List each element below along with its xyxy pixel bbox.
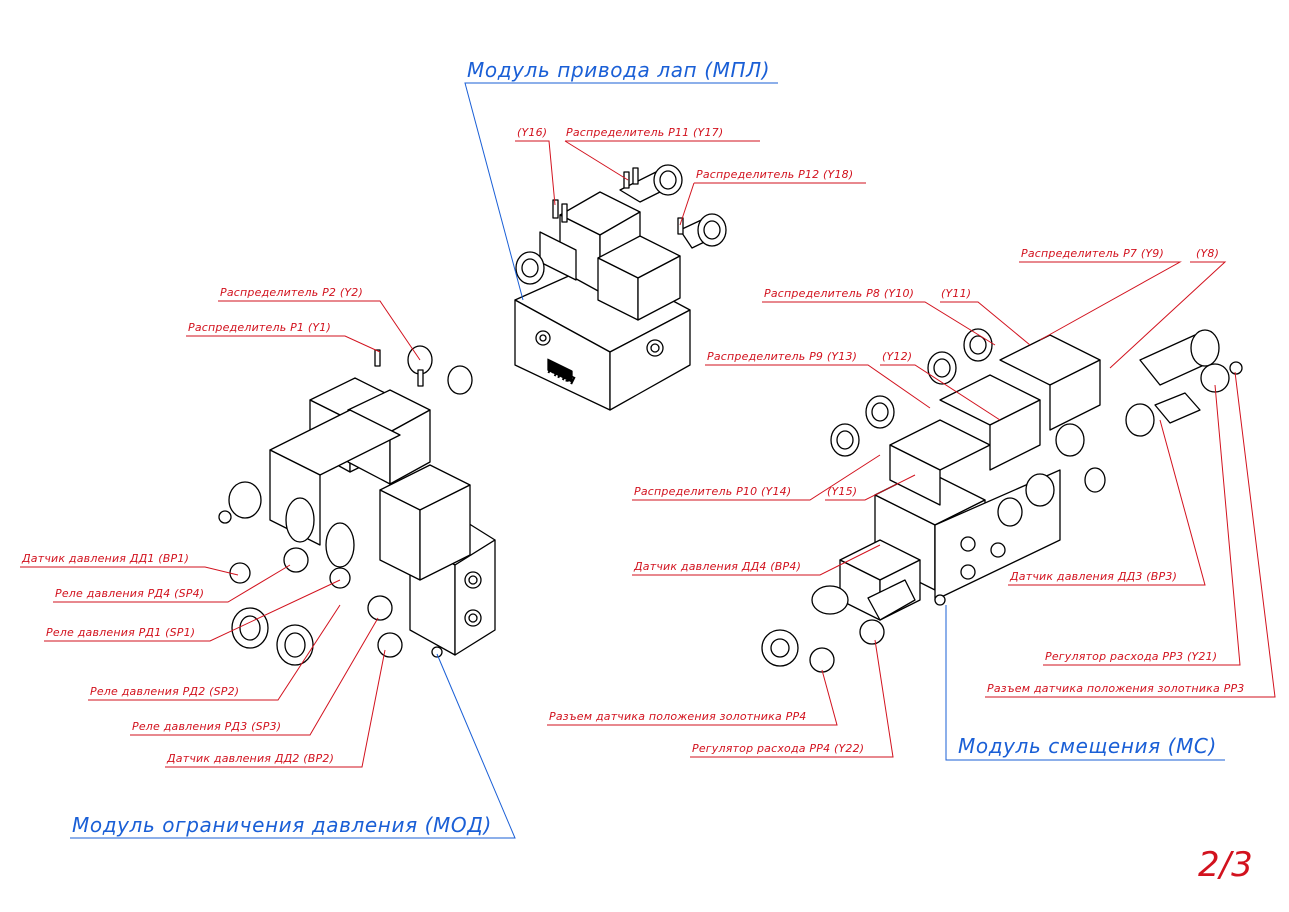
- mod-title: Модуль ограничения давления (МОД): [72, 813, 492, 837]
- page-number: 2/3: [1198, 845, 1253, 885]
- mpl-title-underline: [464, 82, 778, 301]
- label-p11: Распределитель Р11 (Y17): [566, 126, 724, 139]
- label-p7: Распределитель Р7 (Y9): [1021, 247, 1164, 260]
- label-rd3: Реле давления РД3 (SP3): [132, 720, 282, 733]
- label-rr4: Регулятор расхода РР4 (Y22): [692, 742, 865, 755]
- ms-module-drawing: [761, 328, 1243, 673]
- label-dd2: Датчик давления ДД2 (ВР2): [167, 752, 335, 765]
- label-y12: (Y12): [882, 350, 913, 363]
- label-rr3: Регулятор расхода РР3 (Y21): [1045, 650, 1218, 663]
- ms-title-underline: [945, 605, 1225, 761]
- mpl-module-drawing: [514, 164, 727, 411]
- mpl-title: Модуль привода лап (МПЛ): [467, 58, 771, 82]
- label-p10: Распределитель Р10 (Y14): [634, 485, 792, 498]
- title-leaders: [70, 82, 1225, 839]
- label-rd2: Реле давления РД2 (SP2): [90, 685, 240, 698]
- label-dd1: Датчик давления ДД1 (ВР1): [22, 552, 190, 565]
- label-p8: Распределитель Р8 (Y10): [764, 287, 915, 300]
- label-rpp3: Разъем датчика положения золотника РР3: [987, 682, 1245, 695]
- label-p2: Распределитель Р2 (Y2): [220, 286, 363, 299]
- label-rpp4: Разъем датчика положения золотника РР4: [549, 710, 807, 723]
- label-p12: Распределитель Р12 (Y18): [696, 168, 854, 181]
- label-leaders: [20, 140, 1276, 768]
- label-y16: (Y16): [517, 126, 548, 139]
- label-dd4: Датчик давления ДД4 (ВР4): [634, 560, 802, 573]
- label-rd1: Реле давления РД1 (SP1): [46, 626, 196, 639]
- label-dd3: Датчик давления ДД3 (ВР3): [1010, 570, 1178, 583]
- mod-module-drawing: [218, 345, 496, 666]
- label-rd4: Реле давления РД4 (SP4): [55, 587, 205, 600]
- ms-title: Модуль смещения (МС): [958, 734, 1217, 758]
- label-y11: (Y11): [941, 287, 972, 300]
- mod-title-underline: [70, 653, 516, 839]
- label-y15: (Y15): [827, 485, 858, 498]
- label-y8: (Y8): [1196, 247, 1220, 260]
- label-p1: Распределитель Р1 (Y1): [188, 321, 331, 334]
- label-p9: Распределитель Р9 (Y13): [707, 350, 858, 363]
